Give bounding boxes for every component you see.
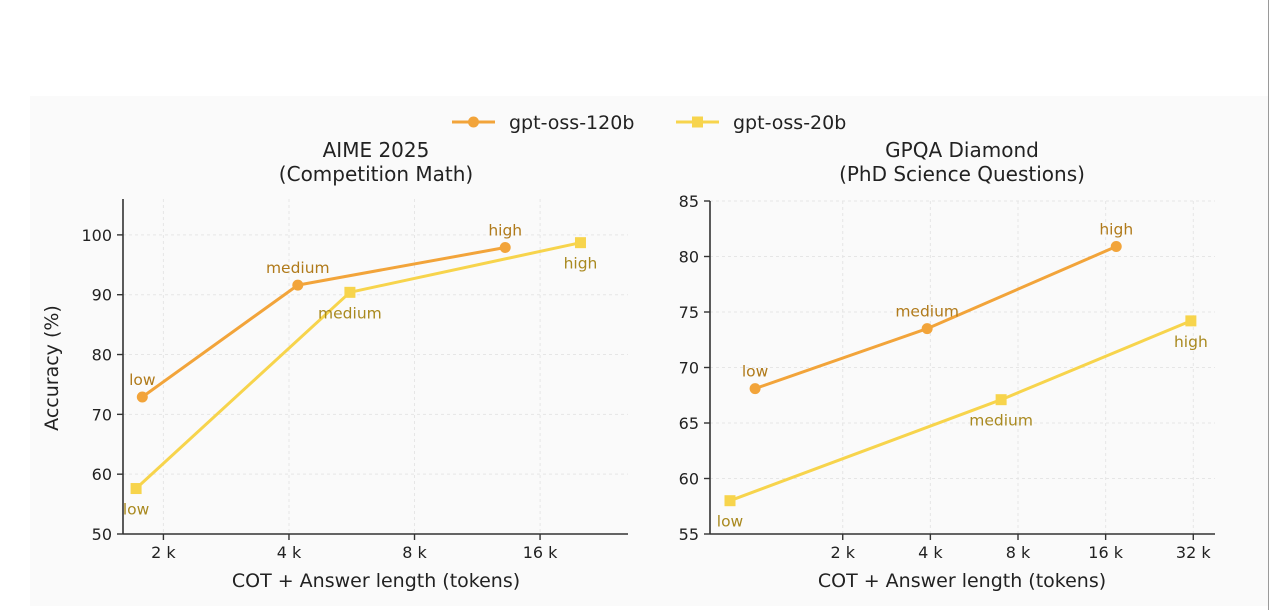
aime-y-tick-label: 90 xyxy=(92,286,112,305)
gpqa-subtitle: (PhD Science Questions) xyxy=(839,162,1085,186)
gpqa-point-label-gpt-oss-120b: low xyxy=(742,363,769,381)
gpqa-title: GPQA Diamond xyxy=(885,138,1039,162)
aime-point-gpt-oss-20b xyxy=(574,237,586,249)
gpqa-point-gpt-oss-120b xyxy=(749,383,761,395)
gpqa-plot: 55 60 65 70 75 80 85 2 k 4 k 8 k 16 k 32 k low medium… xyxy=(679,192,1215,562)
legend: gpt-oss-120b gpt-oss-20b xyxy=(452,112,846,134)
aime-point-label-gpt-oss-20b: medium xyxy=(318,304,382,322)
aime-x-tick-label: 16 k xyxy=(523,543,558,562)
legend-marker-circle xyxy=(468,116,479,128)
aime-y-tick-label: 80 xyxy=(92,346,112,365)
aime-point-gpt-oss-20b xyxy=(130,483,142,495)
gpqa-x-axis-label: COT + Answer length (tokens) xyxy=(818,570,1106,592)
aime-point-gpt-oss-20b xyxy=(344,286,356,298)
window-edge xyxy=(1268,0,1269,610)
gpqa-y-tick-label: 75 xyxy=(679,303,699,322)
aime-point-label-gpt-oss-120b: low xyxy=(129,371,156,389)
aime-point-label-gpt-oss-120b: high xyxy=(488,221,522,239)
aime-point-label-gpt-oss-120b: medium xyxy=(266,259,330,277)
gpqa-y-tick-label: 65 xyxy=(679,414,699,433)
aime-point-label-gpt-oss-20b: high xyxy=(564,255,598,273)
aime-y-tick-label: 50 xyxy=(92,525,112,544)
gpqa-point-gpt-oss-120b xyxy=(921,323,933,335)
aime-point-gpt-oss-120b xyxy=(292,279,304,291)
legend-label-120b: gpt-oss-120b xyxy=(509,112,634,134)
gpqa-point-label-gpt-oss-20b: high xyxy=(1174,333,1208,351)
aime-series-line-gpt-oss-20b xyxy=(134,241,582,490)
aime-y-tick-label: 70 xyxy=(92,405,112,424)
aime-plot: 50 60 70 80 90 100 2 k 4 k 8 k 16 k low medium high l… xyxy=(81,199,628,562)
aime-point-gpt-oss-120b xyxy=(136,391,148,403)
gpqa-point-label-gpt-oss-20b: low xyxy=(717,513,744,531)
aime-point-gpt-oss-120b xyxy=(499,241,511,253)
aime-x-tick-label: 2 k xyxy=(151,543,176,562)
gpqa-point-gpt-oss-20b xyxy=(724,495,736,507)
aime-y-tick-label: 100 xyxy=(81,226,112,245)
gpqa-point-gpt-oss-120b xyxy=(1110,241,1122,253)
aime-x-tick-label: 8 k xyxy=(402,543,427,562)
legend-label-20b: gpt-oss-20b xyxy=(733,112,846,134)
gpqa-y-tick-label: 55 xyxy=(679,525,699,544)
gpqa-x-tick-label: 4 k xyxy=(918,543,943,562)
aime-x-tick-label: 4 k xyxy=(277,543,302,562)
gpqa-point-label-gpt-oss-120b: high xyxy=(1099,221,1133,239)
gpqa-x-tick-label: 32 k xyxy=(1176,543,1211,562)
gpqa-series-line-gpt-oss-20b xyxy=(728,319,1193,503)
gpqa-point-gpt-oss-20b xyxy=(1185,315,1197,327)
gpqa-y-tick-label: 70 xyxy=(679,359,699,378)
gpqa-x-tick-label: 16 k xyxy=(1088,543,1123,562)
legend-item-20b: gpt-oss-20b xyxy=(676,112,846,134)
aime-subtitle: (Competition Math) xyxy=(279,162,473,186)
gpqa-x-tick-label: 8 k xyxy=(1006,543,1031,562)
gpqa-point-label-gpt-oss-20b: medium xyxy=(969,412,1033,430)
gpqa-x-tick-label: 2 k xyxy=(830,543,855,562)
gpqa-point-label-gpt-oss-120b: medium xyxy=(895,303,959,321)
gpqa-y-tick-label: 80 xyxy=(679,248,699,267)
aime-x-axis-label: COT + Answer length (tokens) xyxy=(232,570,520,592)
legend-item-120b: gpt-oss-120b xyxy=(452,112,634,134)
aime-title: AIME 2025 xyxy=(323,138,430,162)
figure-background xyxy=(30,96,1268,606)
aime-y-tick-label: 60 xyxy=(92,465,112,484)
gpqa-y-tick-label: 85 xyxy=(679,192,699,211)
gpqa-y-tick-label: 60 xyxy=(679,470,699,489)
legend-marker-square xyxy=(692,116,703,128)
aime-y-axis-label: Accuracy (%) xyxy=(41,305,63,431)
aime-point-label-gpt-oss-20b: low xyxy=(123,501,150,519)
gpqa-point-gpt-oss-20b xyxy=(995,394,1007,406)
